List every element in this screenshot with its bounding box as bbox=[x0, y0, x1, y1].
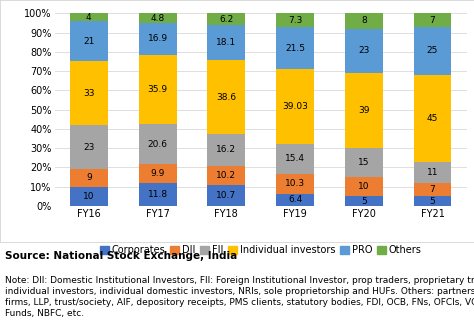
Text: 15: 15 bbox=[358, 158, 370, 167]
Bar bbox=[208, 25, 245, 60]
Text: 5: 5 bbox=[361, 197, 367, 206]
Bar bbox=[345, 196, 383, 206]
Bar bbox=[345, 73, 383, 148]
Legend: Corporates, DII, FII, Individual investors, PRO, Others: Corporates, DII, FII, Individual investo… bbox=[100, 245, 421, 255]
Bar bbox=[139, 183, 176, 206]
Bar bbox=[345, 177, 383, 196]
Text: 4: 4 bbox=[86, 13, 91, 22]
Text: 25: 25 bbox=[427, 46, 438, 55]
Text: 10: 10 bbox=[83, 192, 95, 201]
Text: 20.6: 20.6 bbox=[147, 140, 168, 149]
Text: 10.2: 10.2 bbox=[216, 171, 237, 180]
Text: 39.03: 39.03 bbox=[282, 102, 308, 111]
Text: Source: National Stock Exchange, India: Source: National Stock Exchange, India bbox=[5, 251, 237, 261]
Text: 18.1: 18.1 bbox=[216, 38, 237, 47]
Bar bbox=[276, 144, 314, 174]
Text: 16.9: 16.9 bbox=[147, 35, 168, 43]
Text: 6.4: 6.4 bbox=[288, 195, 302, 204]
Bar bbox=[276, 13, 314, 28]
Text: 11.8: 11.8 bbox=[147, 190, 168, 199]
Bar bbox=[139, 164, 176, 183]
Bar bbox=[208, 166, 245, 185]
Text: 11: 11 bbox=[427, 168, 438, 177]
Text: 16.2: 16.2 bbox=[216, 145, 237, 154]
Text: 10: 10 bbox=[358, 182, 370, 191]
Bar bbox=[70, 169, 108, 187]
Bar bbox=[414, 75, 451, 162]
Text: 33: 33 bbox=[83, 89, 95, 98]
Text: 7: 7 bbox=[429, 16, 436, 25]
Bar bbox=[208, 185, 245, 206]
Text: 10.7: 10.7 bbox=[216, 191, 237, 200]
Bar bbox=[139, 55, 176, 124]
Bar bbox=[276, 194, 314, 206]
Bar bbox=[414, 183, 451, 196]
Bar bbox=[139, 14, 176, 23]
Bar bbox=[70, 187, 108, 206]
Text: Note: DII: Domestic Institutional Investors, FII: Foreign Institutional Investor: Note: DII: Domestic Institutional Invest… bbox=[5, 276, 474, 318]
Text: 5: 5 bbox=[429, 197, 436, 206]
Text: 6.2: 6.2 bbox=[219, 15, 234, 24]
Text: 9.9: 9.9 bbox=[150, 169, 165, 178]
Text: 21.5: 21.5 bbox=[285, 44, 305, 53]
Bar bbox=[208, 134, 245, 166]
Text: 4.8: 4.8 bbox=[150, 14, 165, 23]
Text: 7: 7 bbox=[429, 185, 436, 194]
Text: 45: 45 bbox=[427, 114, 438, 123]
Bar bbox=[276, 174, 314, 194]
Bar bbox=[414, 27, 451, 75]
Bar bbox=[345, 29, 383, 73]
Text: 7.3: 7.3 bbox=[288, 16, 302, 25]
Bar bbox=[345, 13, 383, 29]
Bar bbox=[208, 13, 245, 25]
Bar bbox=[208, 60, 245, 134]
Bar bbox=[139, 23, 176, 55]
Bar bbox=[70, 61, 108, 125]
Bar bbox=[70, 125, 108, 169]
Bar bbox=[70, 13, 108, 21]
Text: 38.6: 38.6 bbox=[216, 93, 237, 102]
Text: 9: 9 bbox=[86, 173, 92, 182]
Text: 8: 8 bbox=[361, 17, 367, 26]
Text: 23: 23 bbox=[358, 46, 369, 55]
Bar bbox=[276, 69, 314, 144]
Bar bbox=[414, 162, 451, 183]
Bar bbox=[345, 148, 383, 177]
Text: 23: 23 bbox=[83, 143, 94, 152]
Bar bbox=[414, 13, 451, 27]
Text: 21: 21 bbox=[83, 37, 94, 46]
Text: 39: 39 bbox=[358, 106, 370, 115]
Bar bbox=[276, 28, 314, 69]
Bar bbox=[414, 196, 451, 206]
Bar bbox=[70, 21, 108, 61]
Bar bbox=[139, 124, 176, 164]
Text: 35.9: 35.9 bbox=[147, 85, 168, 94]
Text: 10.3: 10.3 bbox=[285, 179, 305, 188]
Text: 15.4: 15.4 bbox=[285, 154, 305, 163]
